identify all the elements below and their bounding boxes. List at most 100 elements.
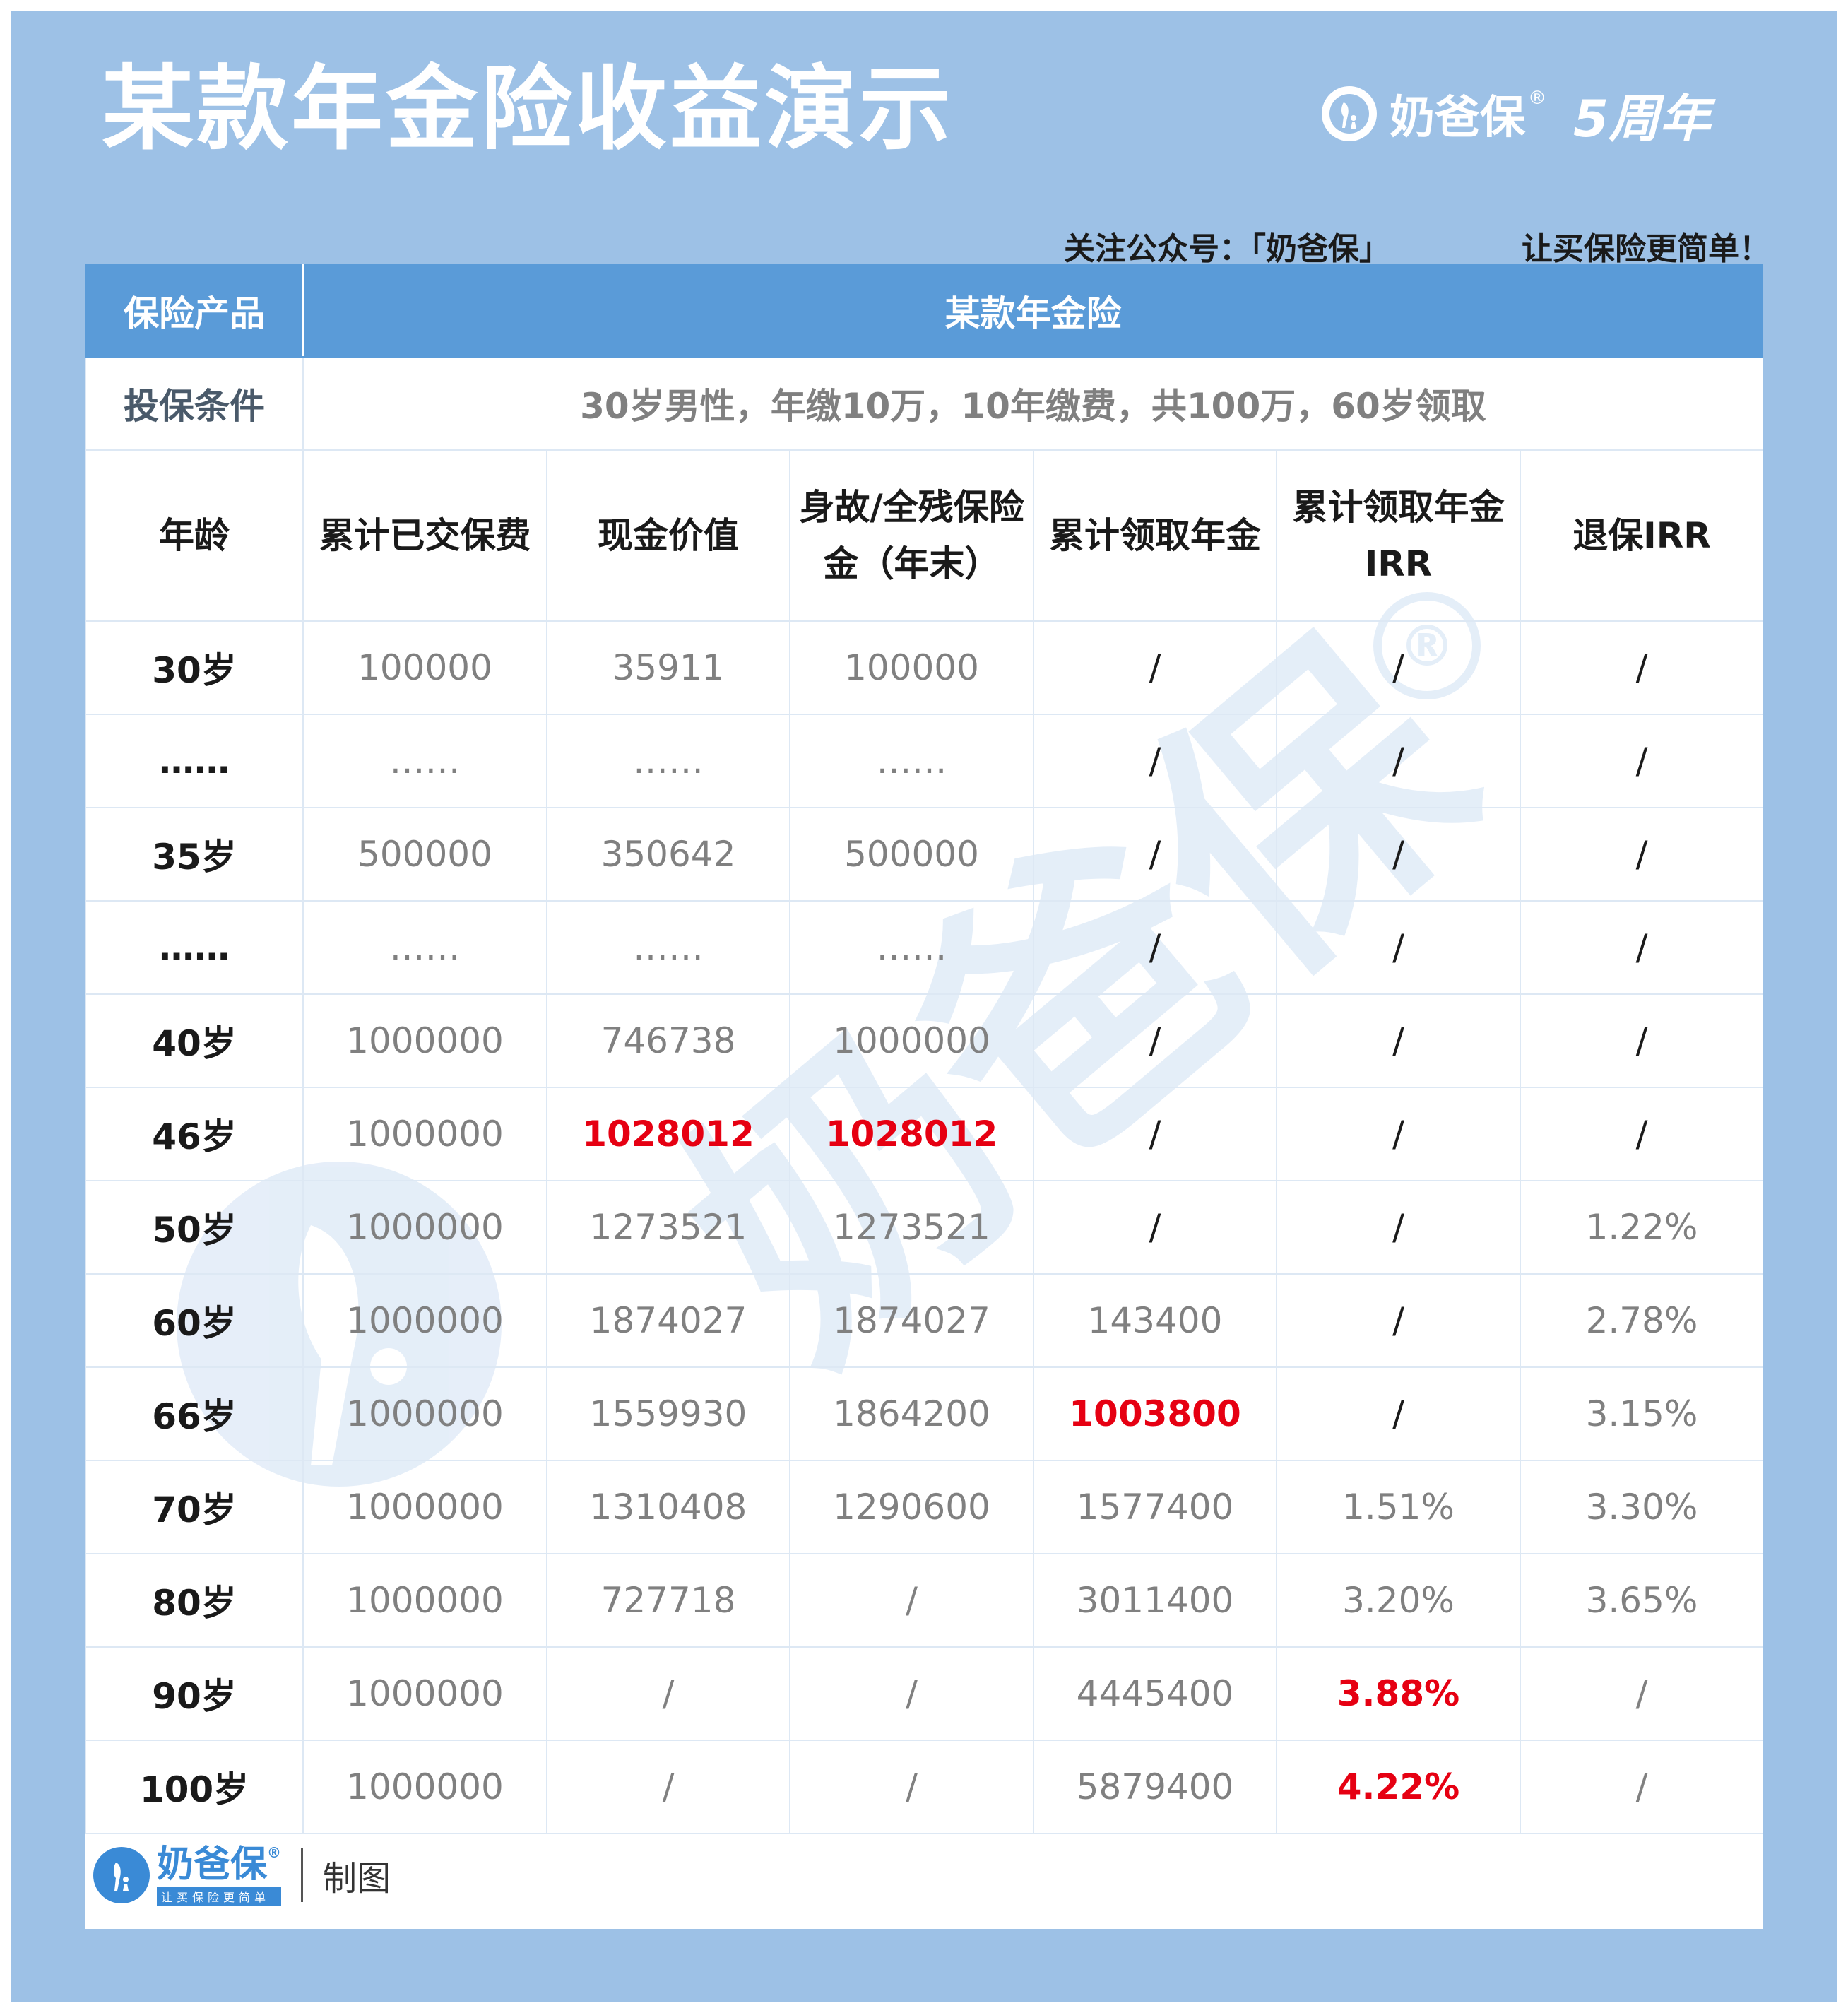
table-cell: 2.78%	[1520, 1273, 1763, 1368]
footer: 奶爸保® 让买保险更简单 制图	[93, 1840, 391, 1911]
table-cell: ……	[789, 900, 1034, 995]
table-cell: /	[789, 1553, 1034, 1648]
column-header-row: 年龄 累计已交保费 现金价值 身故/全残保险金（年末） 累计领取年金 累计领取年…	[85, 449, 1763, 622]
table-cell: /	[1520, 807, 1763, 902]
table-row: 46岁 1000000 1028012 1028012// /	[85, 1087, 1763, 1181]
age-cell: 70岁	[85, 1460, 304, 1554]
age-cell: 30岁	[85, 620, 304, 715]
table-cell: ……	[546, 714, 790, 808]
table-cell: 1000000	[302, 1460, 547, 1554]
table-cell: 1.51%	[1276, 1460, 1521, 1554]
table-cell: 746738	[546, 993, 790, 1088]
brand-registered-mark: ®	[1528, 88, 1546, 109]
condition-row: 投保条件 30岁男性，年缴10万，10年缴费，共100万，60岁领取	[85, 356, 1763, 451]
table-cell: 500000	[302, 807, 547, 902]
product-row: 保险产品 某款年金险	[85, 264, 1763, 358]
table-cell: /	[1033, 993, 1277, 1088]
table-cell: ……	[302, 900, 547, 995]
table-cell: 500000	[789, 807, 1034, 902]
table-cell: /	[1520, 993, 1763, 1088]
brand-name: 奶爸保	[1390, 92, 1525, 144]
table-cell: ……	[546, 900, 790, 995]
table-cell: 3.88%	[1276, 1646, 1521, 1741]
footer-brand: 奶爸保® 让买保险更简单	[157, 1843, 282, 1906]
column-header: 身故/全残保险金（年末）	[789, 449, 1034, 622]
table-cell: /	[1520, 620, 1763, 715]
table-row: 40岁 1000000 746738 1000000// /	[85, 993, 1763, 1088]
table-cell: 35911	[546, 620, 790, 715]
table-row: 90岁 1000000//4445400 3.88% /	[85, 1646, 1763, 1741]
column-header: 现金价值	[546, 449, 790, 622]
table-cell: 1273521	[546, 1180, 790, 1275]
table-cell: /	[1033, 807, 1277, 902]
table-cell: 1577400	[1033, 1460, 1277, 1554]
table-cell: 350642	[546, 807, 790, 902]
table-row: …………………… / / /	[85, 900, 1763, 995]
table-cell: /	[1033, 620, 1277, 715]
table-cell: /	[1276, 1180, 1521, 1275]
table-cell: /	[1033, 1087, 1277, 1181]
table-row: 80岁 1000000 727718/3011400 3.20% 3.65%	[85, 1553, 1763, 1648]
footer-brand-name: 奶爸保®	[157, 1843, 282, 1887]
age-cell: 80岁	[85, 1553, 304, 1648]
table-cell: 1874027	[546, 1273, 790, 1368]
product-label: 保险产品	[85, 264, 304, 358]
table-cell: /	[1033, 714, 1277, 808]
brand-logo-icon	[1322, 86, 1377, 141]
table-cell: 1003800	[1033, 1366, 1277, 1461]
footer-logo-icon	[93, 1847, 150, 1903]
table-cell: 1000000	[302, 1180, 547, 1275]
table-row: 60岁 1000000 1874027 1874027 143400/2.78%	[85, 1273, 1763, 1368]
table-cell: 100000	[789, 620, 1034, 715]
product-value: 某款年金险	[302, 264, 1763, 358]
table-row: …………………… / / /	[85, 714, 1763, 808]
table-row: 50岁 1000000 1273521 1273521//1.22%	[85, 1180, 1763, 1275]
table-cell: 1559930	[546, 1366, 790, 1461]
slogan-tagline: 让买保险更简单！	[1522, 231, 1770, 267]
table-cell: /	[1276, 714, 1521, 808]
table-cell: /	[1276, 620, 1521, 715]
table-cell: 4.22%	[1276, 1740, 1521, 1834]
table-cell: 1310408	[546, 1460, 790, 1554]
table-cell: 1864200	[789, 1366, 1034, 1461]
table-cell: 1000000	[302, 1646, 547, 1741]
benefit-table: 保险产品 某款年金险 投保条件 30岁男性，年缴10万，10年缴费，共100万，…	[85, 264, 1763, 1834]
age-cell: ……	[85, 714, 304, 808]
age-cell: 46岁	[85, 1087, 304, 1181]
table-cell: ……	[789, 714, 1034, 808]
table-cell: 1000000	[302, 1366, 547, 1461]
table-cell: /	[546, 1646, 790, 1741]
table-card: ® 奶爸保 保险产品 某款年金险 投保条件 30岁男性，年缴10万，10年缴费，…	[85, 264, 1763, 1929]
table-row: 30岁 100000 35911 100000// /	[85, 620, 1763, 715]
table-cell: /	[789, 1740, 1034, 1834]
table-cell: 1000000	[302, 993, 547, 1088]
table-row: 100岁 1000000//5879400 4.22% /	[85, 1740, 1763, 1834]
table-cell: 1.22%	[1520, 1180, 1763, 1275]
anniversary-badge: 5周年	[1573, 88, 1711, 148]
table-cell: /	[1276, 807, 1521, 902]
table-cell: /	[546, 1740, 790, 1834]
table-cell: /	[1276, 1087, 1521, 1181]
column-header: 累计已交保费	[302, 449, 547, 622]
page-title: 某款年金险收益演示	[102, 55, 954, 163]
table-cell: /	[1520, 900, 1763, 995]
table-cell: 3.30%	[1520, 1460, 1763, 1554]
slogan: 关注公众号：「奶爸保」 让买保险更简单！	[1064, 223, 1770, 268]
brand-logo-group: 奶爸保 ® 5周年	[1322, 75, 1710, 153]
table-cell: /	[1276, 993, 1521, 1088]
table-cell: /	[1276, 1273, 1521, 1368]
table-cell: 1273521	[789, 1180, 1034, 1275]
table-row: 70岁 1000000 1310408 1290600 1577400 1.51% 3.30…	[85, 1460, 1763, 1554]
table-cell: 3.20%	[1276, 1553, 1521, 1648]
table-cell: /	[1033, 900, 1277, 995]
table-cell: 1874027	[789, 1273, 1034, 1368]
table-cell: 1000000	[302, 1087, 547, 1181]
footer-made-by: 制图	[323, 1859, 391, 1899]
condition-label: 投保条件	[85, 356, 304, 451]
table-cell: 3011400	[1033, 1553, 1277, 1648]
age-cell: 66岁	[85, 1366, 304, 1461]
table-cell: /	[1033, 1180, 1277, 1275]
age-cell: 100岁	[85, 1740, 304, 1834]
table-cell: 143400	[1033, 1273, 1277, 1368]
table-cell: /	[789, 1646, 1034, 1741]
